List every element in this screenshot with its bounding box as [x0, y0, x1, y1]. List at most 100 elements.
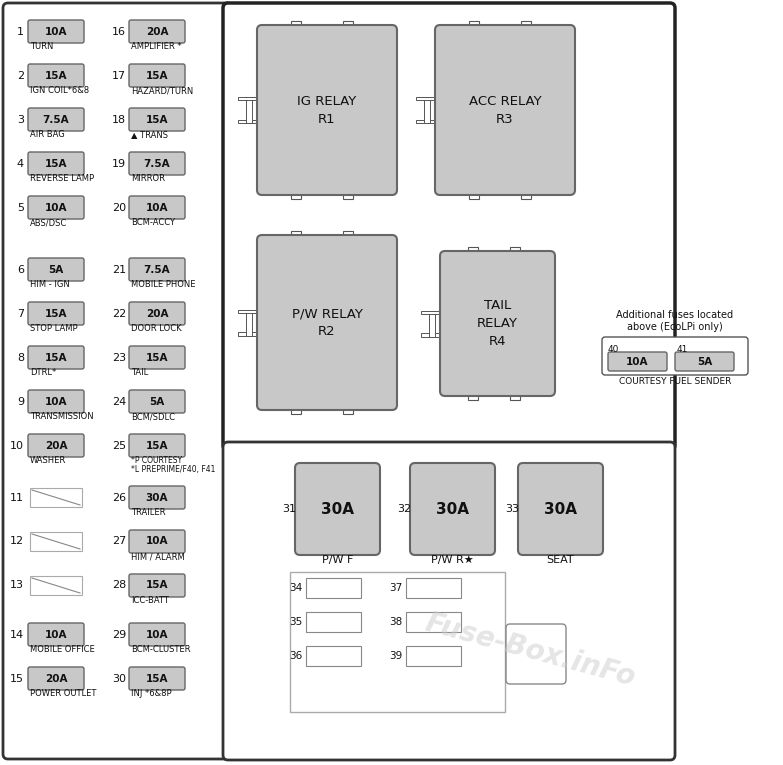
Bar — [521, 190, 531, 199]
Bar — [468, 391, 478, 400]
Text: 35: 35 — [289, 617, 302, 627]
FancyBboxPatch shape — [28, 390, 84, 413]
Text: 7: 7 — [17, 308, 24, 318]
Bar — [290, 231, 301, 240]
Text: 31: 31 — [282, 504, 296, 514]
FancyBboxPatch shape — [435, 25, 575, 195]
Bar — [468, 190, 478, 199]
Text: 1: 1 — [17, 27, 24, 37]
Text: 36: 36 — [289, 651, 302, 661]
Text: 20A: 20A — [146, 308, 168, 318]
Text: 10A: 10A — [626, 356, 649, 366]
Text: 33: 33 — [505, 504, 519, 514]
Bar — [238, 332, 260, 336]
Text: *L PREPRIME/F40, F41: *L PREPRIME/F40, F41 — [131, 465, 215, 474]
Text: 20A: 20A — [45, 441, 67, 451]
Text: TAIL: TAIL — [131, 368, 148, 377]
Bar — [429, 311, 435, 337]
Text: 10A: 10A — [45, 396, 67, 406]
FancyBboxPatch shape — [129, 346, 185, 369]
Text: 13: 13 — [10, 581, 24, 591]
Text: WASHER: WASHER — [30, 456, 67, 465]
Text: MOBILE OFFICE: MOBILE OFFICE — [30, 645, 95, 654]
FancyBboxPatch shape — [129, 434, 185, 457]
FancyBboxPatch shape — [28, 302, 84, 325]
Bar — [406, 578, 461, 598]
Text: TRANSMISSION: TRANSMISSION — [30, 412, 94, 421]
Text: REVERSE LAMP: REVERSE LAMP — [30, 174, 94, 183]
FancyBboxPatch shape — [28, 64, 84, 87]
Bar — [246, 310, 252, 336]
FancyBboxPatch shape — [129, 302, 185, 325]
FancyBboxPatch shape — [410, 463, 495, 555]
Bar — [306, 578, 361, 598]
FancyBboxPatch shape — [28, 434, 84, 457]
Text: BCM-ACCY: BCM-ACCY — [131, 218, 175, 227]
Text: 10A: 10A — [146, 203, 168, 213]
Text: 20: 20 — [112, 203, 126, 213]
FancyBboxPatch shape — [129, 574, 185, 597]
Text: HAZARD/TURN: HAZARD/TURN — [131, 86, 193, 95]
Text: IGN COIL*6&8: IGN COIL*6&8 — [30, 86, 89, 95]
Text: 30A: 30A — [146, 493, 168, 503]
Text: 4: 4 — [17, 158, 24, 168]
Text: 10A: 10A — [146, 536, 168, 546]
Bar — [343, 405, 352, 414]
Text: 5: 5 — [17, 203, 24, 213]
Bar — [306, 612, 361, 632]
Text: 19: 19 — [112, 158, 126, 168]
Text: INJ *6&8P: INJ *6&8P — [131, 689, 171, 698]
Bar — [290, 572, 505, 712]
Text: 15: 15 — [10, 673, 24, 683]
Text: ICC-BATT: ICC-BATT — [131, 596, 169, 605]
Text: 5A: 5A — [150, 396, 164, 406]
FancyBboxPatch shape — [28, 346, 84, 369]
Text: 10A: 10A — [45, 630, 67, 640]
FancyBboxPatch shape — [440, 251, 555, 396]
FancyBboxPatch shape — [675, 352, 734, 371]
FancyBboxPatch shape — [28, 667, 84, 690]
Text: 6: 6 — [17, 265, 24, 275]
Bar — [421, 334, 443, 337]
Bar — [290, 190, 301, 199]
FancyBboxPatch shape — [129, 108, 185, 131]
Text: 10A: 10A — [45, 203, 67, 213]
Text: 20A: 20A — [146, 27, 168, 37]
Text: 7.5A: 7.5A — [43, 115, 70, 125]
Text: *P COURTESY: *P COURTESY — [131, 456, 182, 465]
Bar — [30, 488, 82, 507]
Text: 29: 29 — [112, 630, 126, 640]
Bar — [238, 120, 260, 123]
Text: 10A: 10A — [146, 630, 168, 640]
Text: HIM / ALARM: HIM / ALARM — [131, 552, 185, 561]
Text: 30A: 30A — [436, 502, 469, 516]
FancyBboxPatch shape — [257, 235, 397, 410]
Text: 16: 16 — [112, 27, 126, 37]
FancyBboxPatch shape — [28, 20, 84, 43]
Text: 30A: 30A — [544, 502, 577, 516]
Text: HIM - IGN: HIM - IGN — [30, 280, 70, 289]
Bar — [406, 646, 461, 666]
FancyBboxPatch shape — [129, 196, 185, 219]
Text: 7.5A: 7.5A — [144, 158, 171, 168]
Bar — [510, 247, 520, 256]
Text: 30A: 30A — [321, 502, 354, 516]
Text: 24: 24 — [112, 396, 126, 406]
Text: Additional fuses located
above (EcoLPi only): Additional fuses located above (EcoLPi o… — [616, 311, 734, 332]
Text: ▲ TRANS: ▲ TRANS — [131, 130, 168, 139]
FancyBboxPatch shape — [28, 258, 84, 281]
FancyBboxPatch shape — [129, 530, 185, 553]
Text: 15A: 15A — [146, 441, 168, 451]
Text: ACC RELAY
R3: ACC RELAY R3 — [469, 95, 541, 125]
Bar — [521, 21, 531, 30]
Text: 14: 14 — [10, 630, 24, 640]
Text: 15A: 15A — [146, 581, 168, 591]
Bar — [306, 646, 361, 666]
Text: 2: 2 — [17, 70, 24, 80]
Bar — [246, 97, 252, 123]
Text: 22: 22 — [112, 308, 126, 318]
FancyBboxPatch shape — [518, 463, 603, 555]
FancyBboxPatch shape — [28, 623, 84, 646]
Text: 34: 34 — [289, 583, 302, 593]
Bar — [30, 532, 82, 551]
